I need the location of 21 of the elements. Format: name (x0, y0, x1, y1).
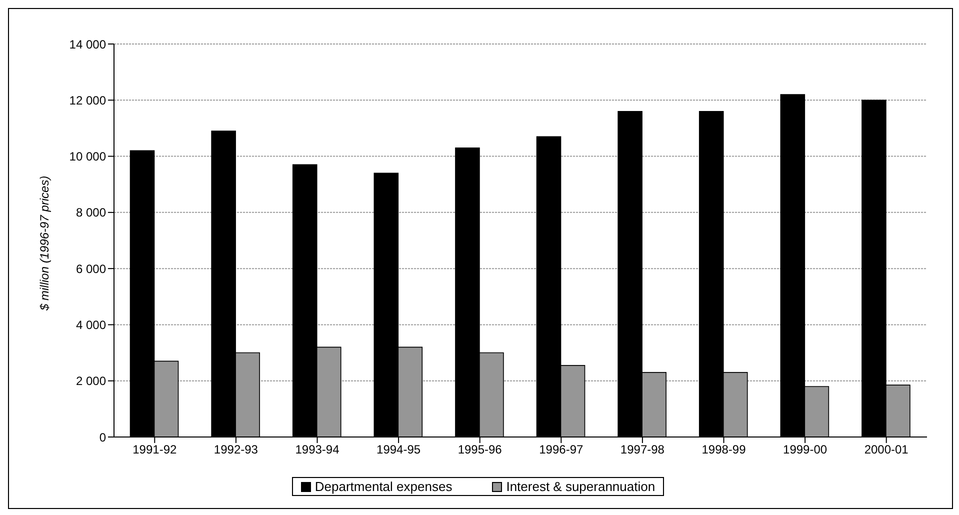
x-tick-label: 1997-98 (620, 442, 665, 457)
y-tick-label: 6 000 (76, 262, 106, 276)
x-tick-label: 1994-95 (376, 442, 421, 457)
x-tick-label: 1995-96 (458, 442, 502, 457)
y-tick-label: 12 000 (69, 93, 106, 108)
x-tick-label: 1996-97 (539, 442, 584, 457)
y-tick-label: 14 000 (69, 37, 106, 52)
x-tick-label: 1998-99 (702, 442, 746, 457)
y-tick-label: 0 (99, 430, 106, 444)
x-tick-label: 1991-92 (132, 442, 177, 457)
y-tick-label: 10 000 (69, 150, 106, 164)
y-axis-title: $ million (1996-97 prices) (37, 176, 52, 312)
y-tick-label: 4 000 (76, 318, 106, 332)
x-tick-label: 2000-01 (864, 442, 909, 457)
y-tick-label: 8 000 (76, 206, 106, 220)
x-tick-label: 1999-00 (783, 442, 828, 457)
x-tick-label: 1993-94 (295, 442, 340, 457)
x-tick-label: 1992-93 (214, 442, 258, 457)
legend-label: Interest & superannuation (505, 479, 656, 494)
legend-label: Departmental expenses (314, 479, 452, 494)
y-tick-label: 2 000 (76, 374, 106, 388)
